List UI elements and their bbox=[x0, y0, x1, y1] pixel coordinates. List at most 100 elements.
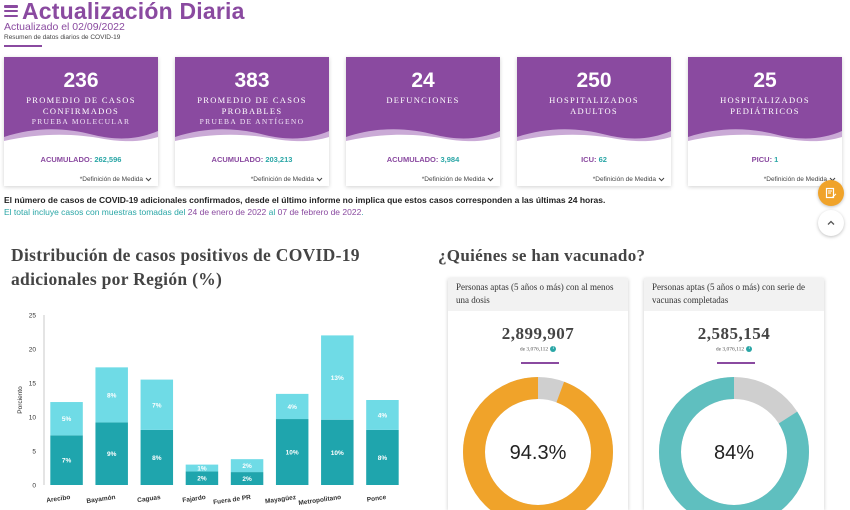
note-text-c: . bbox=[361, 207, 364, 217]
bar-segment bbox=[366, 400, 399, 430]
bar-data-label: 7% bbox=[152, 402, 162, 409]
vaccination-title: ¿Quiénes se han vacunado? bbox=[438, 246, 646, 265]
bar-segment bbox=[230, 472, 264, 485]
vaccination-card: Personas aptas (5 años o más) con serie … bbox=[644, 278, 824, 510]
x-category-label: Mayagüez bbox=[265, 494, 297, 505]
bar-segment bbox=[95, 422, 128, 485]
card-accumulated: ACUMULADO: 3,984 bbox=[346, 155, 500, 164]
measure-definition-toggle[interactable]: *Definición de Medida bbox=[80, 176, 152, 183]
donut-percent-label: 94.3% bbox=[510, 442, 567, 464]
note-date-start: 24 de enero de 2022 bbox=[187, 207, 267, 217]
card-wave bbox=[517, 129, 671, 144]
scroll-up-button[interactable] bbox=[818, 210, 844, 236]
note-disclaimer: El número de casos de COVID-19 adicional… bbox=[4, 195, 606, 205]
card-label-line2: ADULTOS bbox=[570, 106, 618, 116]
bar-data-label: 5% bbox=[62, 416, 72, 423]
card-wave bbox=[346, 129, 500, 144]
card-label: HOSPITALIZADOS PEDIÁTRICOS bbox=[692, 95, 838, 117]
bar-data-label: 4% bbox=[378, 412, 388, 419]
card-sublabel: PRUEBA MOLECULAR bbox=[31, 117, 131, 126]
card-value: 24 bbox=[411, 69, 435, 92]
card-header: 25 HOSPITALIZADOS PEDIÁTRICOS bbox=[688, 57, 842, 144]
card-label-line1: HOSPITALIZADOS bbox=[549, 95, 639, 105]
eligible-total: de 3,076,112 i bbox=[448, 346, 628, 352]
bar-data-label: 10% bbox=[331, 450, 344, 457]
card-header: 24 DEFUNCIONES bbox=[346, 57, 500, 144]
bar-data-label: 4% bbox=[287, 404, 297, 411]
chevron-down-icon bbox=[316, 177, 323, 182]
stat-card: 250 HOSPITALIZADOS ADULTOS ICU: 62 *Definici… bbox=[517, 57, 671, 186]
card-label-line1: DEFUNCIONES bbox=[386, 95, 460, 105]
stat-card: 383 PROMEDIO DE CASOS PROBABLES PRUEBA DE A… bbox=[175, 57, 329, 186]
donut-progress bbox=[659, 377, 809, 510]
note-date-end: 07 de febrero de 2022 bbox=[277, 207, 362, 217]
bar-segment bbox=[230, 459, 264, 473]
note-date-range: El total incluye casos con muestras toma… bbox=[4, 207, 364, 217]
bar-segment bbox=[95, 367, 128, 423]
card-acc-label: ACUMULADO: bbox=[40, 155, 93, 164]
card-wave bbox=[688, 129, 842, 144]
bar-data-label: 7% bbox=[62, 458, 72, 465]
card-acc-value: 203,213 bbox=[265, 155, 293, 164]
donut-progress bbox=[463, 377, 613, 510]
note-text-a: El total incluye casos con muestras toma… bbox=[4, 207, 186, 217]
region-chart-title: Distribución de casos positivos de COVID… bbox=[11, 245, 360, 289]
chevron-down-icon bbox=[145, 177, 152, 182]
measure-definition-label: *Definición de Medida bbox=[592, 176, 656, 183]
bar-segment bbox=[185, 464, 219, 472]
hamburger-icon[interactable] bbox=[4, 5, 18, 17]
vaccinated-count: 2,899,907 bbox=[501, 324, 575, 343]
y-tick-label: 10 bbox=[29, 415, 37, 422]
vaccination-card-heading: Personas aptas (5 años o más) con serie … bbox=[644, 278, 824, 311]
card-accumulated: ICU: 62 bbox=[517, 155, 671, 164]
x-category-label: Ponce bbox=[366, 494, 387, 504]
info-icon[interactable]: i bbox=[746, 346, 753, 352]
card-label: HOSPITALIZADOS ADULTOS bbox=[521, 95, 667, 117]
vaccination-card-heading: Personas aptas (5 años o más) con al men… bbox=[448, 278, 628, 311]
bar-data-label: 13% bbox=[331, 375, 344, 382]
card-header: 236 PROMEDIO DE CASOS CONFIRMADOS PRUEBA MO… bbox=[4, 57, 158, 144]
measure-definition-toggle[interactable]: *Definición de Medida bbox=[422, 176, 494, 183]
card-sublabel: PRUEBA DE ANTÍGENO bbox=[199, 117, 305, 126]
card-accumulated: ACUMULADO: 203,213 bbox=[175, 155, 329, 164]
measure-definition-label: *Definición de Medida bbox=[79, 176, 143, 183]
x-category-label: Bayamón bbox=[86, 494, 116, 505]
x-category-label: Arecibo bbox=[46, 494, 71, 504]
measure-definition-toggle[interactable]: *Definición de Medida bbox=[251, 176, 323, 183]
eligible-total-text: de 3,076,112 bbox=[519, 346, 549, 353]
bar-segment bbox=[321, 335, 354, 420]
card-acc-value: 1 bbox=[774, 155, 779, 164]
stat-card: 24 DEFUNCIONES ACUMULADO: 3,984 *Definición… bbox=[346, 57, 500, 186]
measure-definition-label: *Definición de Medida bbox=[250, 176, 314, 183]
chevron-down-icon bbox=[658, 177, 665, 182]
vaccinated-count: 2,585,154 bbox=[697, 324, 771, 343]
vaccination-divider bbox=[521, 362, 559, 364]
info-icon[interactable]: i bbox=[550, 346, 557, 352]
page-title: Actualización Diaria bbox=[22, 0, 245, 24]
card-value: 236 bbox=[63, 69, 99, 92]
edit-note-button[interactable] bbox=[818, 180, 844, 206]
card-label: PROMEDIO DE CASOS PROBABLES bbox=[179, 95, 325, 117]
bar-segment bbox=[140, 379, 174, 430]
bar-segment bbox=[50, 435, 83, 485]
card-acc-label: PICU: bbox=[751, 155, 773, 164]
y-tick-label: 5 bbox=[32, 449, 36, 456]
bar-data-label: 1% bbox=[197, 466, 207, 473]
y-tick-label: 15 bbox=[29, 381, 37, 388]
card-wave bbox=[175, 129, 329, 144]
measure-definition-toggle[interactable]: *Definición de Medida bbox=[593, 176, 665, 183]
bar-segment bbox=[185, 471, 219, 485]
card-acc-value: 262,596 bbox=[94, 155, 122, 164]
stat-card: 25 HOSPITALIZADOS PEDIÁTRICOS PICU: 1 *Defin… bbox=[688, 57, 842, 186]
card-acc-value: 3,984 bbox=[440, 155, 460, 164]
chevron-down-icon bbox=[487, 177, 494, 182]
card-label-line1: PROMEDIO DE CASOS bbox=[197, 95, 307, 105]
card-acc-label: ICU: bbox=[581, 155, 597, 164]
bar-data-label: 10% bbox=[286, 450, 299, 457]
y-tick-label: 0 bbox=[32, 483, 36, 490]
x-category-label: Metropolitano bbox=[298, 494, 342, 507]
eligible-total: de 3,076,112 i bbox=[644, 346, 824, 352]
card-wave bbox=[4, 129, 158, 144]
measure-definition-label: *Definición de Medida bbox=[421, 176, 485, 183]
bar-data-label: 2% bbox=[197, 476, 207, 483]
